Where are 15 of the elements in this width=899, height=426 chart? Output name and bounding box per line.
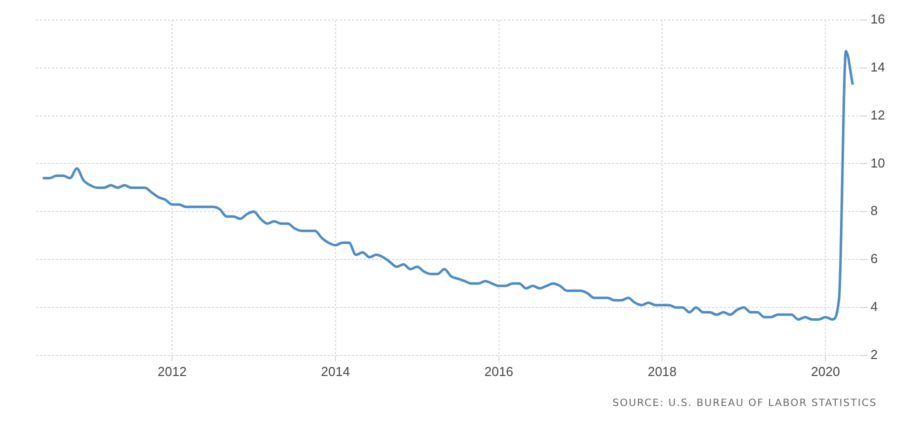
y-tick-label: 8 [870, 203, 878, 218]
x-tick-label: 2014 [321, 364, 350, 379]
x-tick-label: 2016 [484, 364, 514, 379]
y-tick-label: 10 [870, 155, 886, 170]
y-tick-label: 2 [870, 346, 878, 362]
x-tick-label: 2018 [648, 364, 677, 379]
y-tick-label: 16 [870, 12, 886, 27]
y-tick-label: 14 [870, 59, 886, 74]
line-series [42, 50, 854, 321]
y-tick-label: 4 [870, 299, 878, 314]
x-tick-label: 2012 [158, 364, 187, 379]
y-tick-label: 6 [870, 251, 878, 266]
y-tick-label: 12 [870, 107, 886, 122]
x-tick-label: 2020 [811, 364, 840, 379]
source-note: SOURCE: U.S. BUREAU OF LABOR STATISTICS [612, 398, 877, 409]
